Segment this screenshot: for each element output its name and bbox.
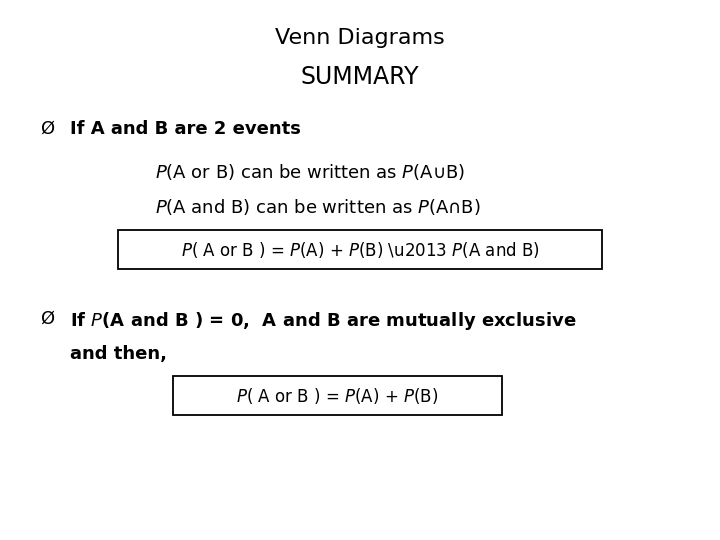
Text: and then,: and then, bbox=[70, 345, 167, 363]
FancyBboxPatch shape bbox=[118, 230, 602, 269]
FancyBboxPatch shape bbox=[173, 376, 502, 415]
Text: $\it{P}$( A or B ) = $\it{P}$(A) + $\it{P}$(B) \u2013 $\it{P}$(A and B): $\it{P}$( A or B ) = $\it{P}$(A) + $\it{… bbox=[181, 240, 539, 260]
Text: $\it{P}$(A and B) can be written as $\it{P}$(A$\cap$B): $\it{P}$(A and B) can be written as $\it… bbox=[155, 197, 481, 217]
Text: SUMMARY: SUMMARY bbox=[301, 65, 419, 89]
Text: Venn Diagrams: Venn Diagrams bbox=[275, 28, 445, 48]
Text: Ø: Ø bbox=[40, 310, 54, 328]
Text: $\it{P}$( A or B ) = $\it{P}$(A) + $\it{P}$(B): $\it{P}$( A or B ) = $\it{P}$(A) + $\it{… bbox=[236, 386, 438, 406]
Text: If $\it{P}$(A and B ) = 0,  A and B are mutually exclusive: If $\it{P}$(A and B ) = 0, A and B are m… bbox=[70, 310, 577, 332]
Text: $\it{P}$(A or B) can be written as $\it{P}$(A$\cup$B): $\it{P}$(A or B) can be written as $\it{… bbox=[155, 162, 465, 182]
Text: If A and B are 2 events: If A and B are 2 events bbox=[70, 120, 301, 138]
Text: Ø: Ø bbox=[40, 120, 54, 138]
